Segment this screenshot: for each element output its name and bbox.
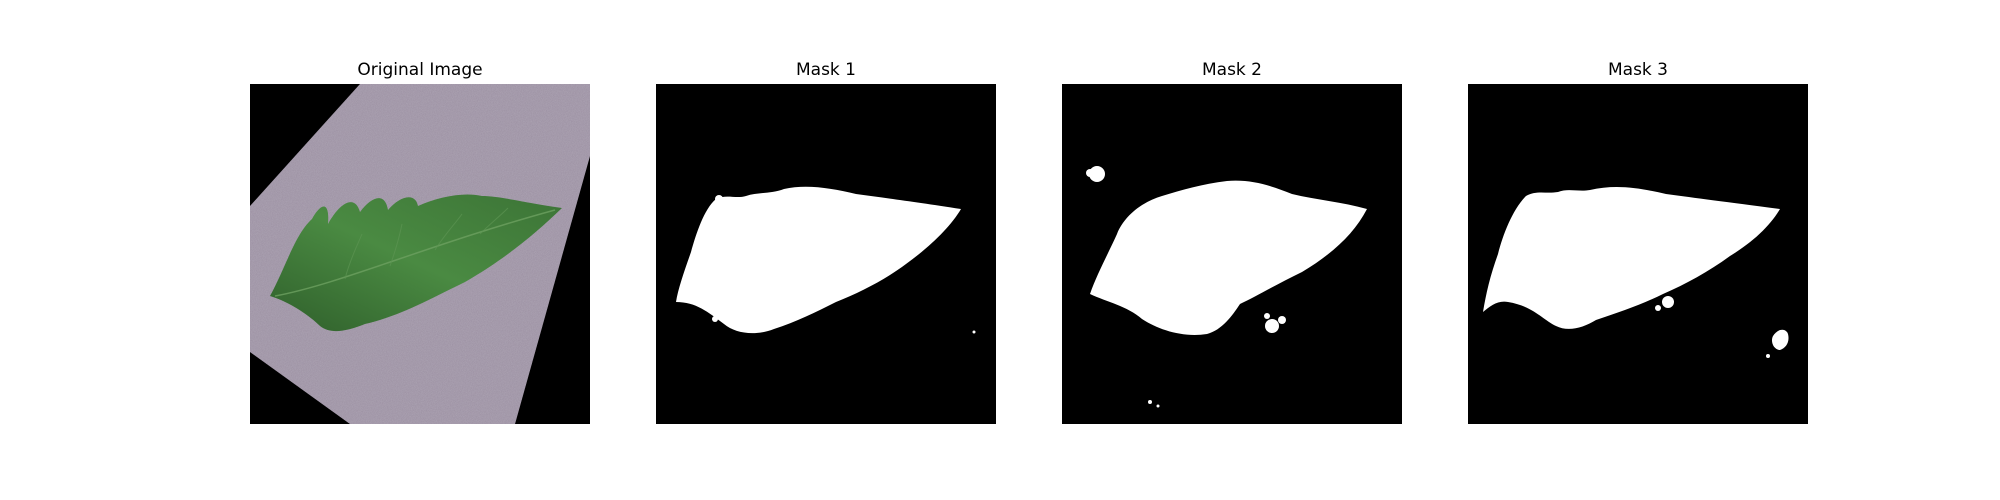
panel-title-mask-2: Mask 2 xyxy=(1201,60,1262,80)
mask-1-image xyxy=(656,84,996,424)
mask-2-image xyxy=(1062,84,1402,424)
original-image xyxy=(250,84,590,424)
panel-title-mask-3: Mask 3 xyxy=(1607,60,1668,80)
panel-title-mask-1: Mask 1 xyxy=(795,60,856,80)
mask-3-image xyxy=(1468,84,1808,424)
panel-title-original: Original Image xyxy=(357,60,483,80)
